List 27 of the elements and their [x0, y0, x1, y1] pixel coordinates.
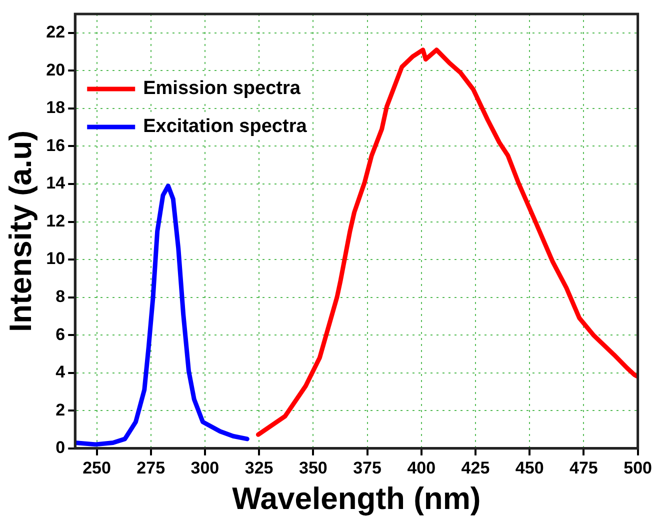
x-tick-label: 400: [407, 458, 436, 478]
x-tick-label: 475: [570, 458, 598, 478]
y-tick-label: 18: [46, 98, 66, 118]
y-axis-title: Intensity (a.u): [3, 130, 38, 332]
y-tick-label: 16: [46, 136, 66, 155]
y-tick-label: 20: [46, 60, 66, 80]
x-tick-label: 275: [136, 458, 166, 478]
x-tick-label: 300: [190, 458, 220, 478]
y-tick-label: 14: [46, 174, 66, 193]
y-tick-label: 0: [56, 438, 66, 458]
x-tick-label: 500: [624, 458, 652, 478]
y-tick-label: 22: [46, 22, 66, 42]
y-tick-label: 10: [46, 249, 66, 268]
legend-label: Emission spectra: [143, 78, 301, 100]
x-tick-label: 350: [298, 458, 328, 478]
x-tick-label: 425: [461, 458, 490, 478]
x-tick-label: 325: [244, 458, 274, 478]
legend-label: Excitation spectra: [143, 116, 308, 138]
y-tick-label: 2: [56, 400, 66, 420]
y-tick-label: 12: [46, 211, 66, 230]
x-axis-title: Wavelength (nm): [232, 480, 481, 516]
x-tick-label: 450: [515, 458, 544, 478]
y-tick-label: 6: [56, 324, 66, 344]
x-tick-label: 250: [82, 458, 111, 478]
y-tick-label: 8: [56, 286, 66, 306]
y-tick-label: 4: [56, 362, 66, 382]
x-tick-label: 375: [353, 458, 382, 478]
